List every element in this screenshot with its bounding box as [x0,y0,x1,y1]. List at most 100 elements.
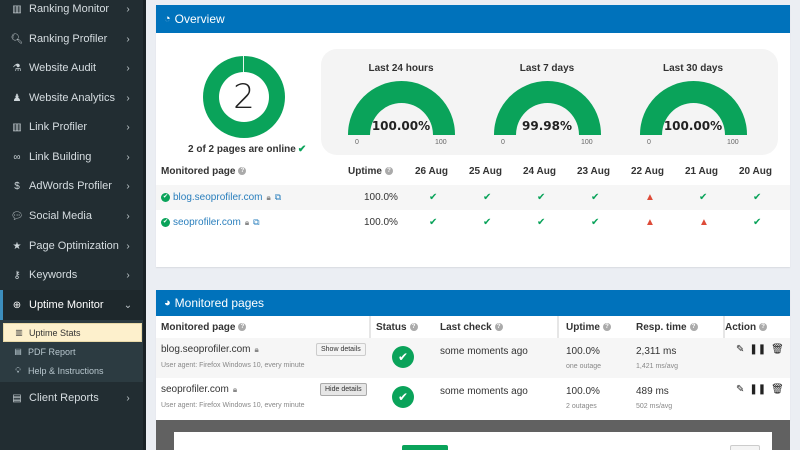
help-icon[interactable]: ? [689,323,698,331]
warning-icon: ▲ [699,210,709,235]
pause-icon[interactable]: ❚❚ [749,384,767,395]
status-badge [402,445,448,450]
edit-pencil-icon[interactable]: ✎ [736,384,745,395]
help-icon[interactable]: ? [238,167,247,175]
gauge-max-label: 100 [727,139,739,146]
header-day: 21 Aug [685,165,718,177]
details-overlay [156,420,790,450]
check-icon: ✔ [537,210,545,235]
response-time-value: 489 ms [636,386,669,397]
edit-pencil-icon[interactable]: ✎ [736,344,745,355]
sidebar-item-label: Page Optimization [29,240,119,252]
response-time-value: 2,311 ms [636,346,677,357]
submenu-item-uptime-stats[interactable]: ▥ Uptime Stats [3,323,142,342]
check-icon: ✔ [537,185,545,210]
gauge-value: 100.00% [371,119,431,133]
online-check-icon: ✔ [161,193,170,202]
details-toggle-button[interactable]: Show details [316,343,366,356]
check-icon: ✔ [297,144,307,155]
header-day: 20 Aug [739,165,772,177]
user-agent-text: User agent: Firefox Windows 10, every mi… [161,362,305,369]
user-agent-text: User agent: Firefox Windows 10, every mi… [161,402,305,409]
gauge-min-label: 0 [355,139,359,146]
chevron-right-icon: › [126,3,130,15]
header-label: Status [376,321,407,333]
submenu-item-label: Help & Instructions [28,365,104,376]
lock-icon: 🔒︎ [266,192,271,202]
header-uptime: Uptime? [348,157,393,185]
external-link-icon[interactable]: ⧉ [274,192,282,202]
check-icon: ✔ [753,185,761,210]
submenu-item-pdf-report[interactable]: ▤ PDF Report [3,342,142,361]
gauge-title: Last 24 hours [368,63,434,74]
trash-icon[interactable]: 🗑︎ [771,344,784,355]
gauge-min-label: 0 [501,139,505,146]
status-online-icon: ✔ [392,386,414,408]
check-icon: ✔ [753,210,761,235]
submenu-item-help-instructions[interactable]: 💡︎ Help & Instructions [3,361,142,380]
help-icon[interactable]: ? [759,323,768,331]
outage-count: one outage [566,363,602,370]
sidebar-item-link-profiler[interactable]: ▥ Link Profiler › [0,112,143,142]
person-icon: ♟ [12,92,22,104]
header-status: Status? [376,316,418,338]
details-toggle-button[interactable]: Hide details [320,383,367,396]
header-day: 25 Aug [469,165,502,177]
online-status-text: 2 of 2 pages are online ✔ [188,144,306,155]
header-label: Uptime [348,165,382,177]
daily-uptime-table: Monitored page? Uptime? 26 Aug 25 Aug 24 Aug… [156,157,790,235]
page-name: seoprofiler.com 🔒︎ [161,384,238,395]
help-icon[interactable]: ? [384,167,393,175]
key-icon: ⚷ [13,269,21,281]
search-icon: 🔍︎ [10,33,24,45]
help-icon[interactable]: ? [602,323,611,331]
edit-button[interactable] [730,445,760,450]
chevron-right-icon: › [126,210,130,222]
help-icon[interactable]: ? [409,323,418,331]
uptime-value: 100.0% [364,192,398,203]
external-link-icon[interactable]: ⧉ [253,217,260,227]
page-link[interactable]: blog.seoprofiler.com [173,192,263,203]
sidebar-item-website-audit[interactable]: ⚗ Website Audit › [0,53,143,83]
lightbulb-icon: 💡︎ [15,365,21,375]
last-check-value: some moments ago [440,346,528,357]
sidebar-item-uptime-monitor[interactable]: ⊕ Uptime Monitor ⌄ [0,290,143,320]
warning-icon: ▲ [645,192,655,203]
check-icon: ✔ [591,185,599,210]
header-resp: Resp. time? [636,316,698,338]
chevron-right-icon: › [126,269,130,281]
header-last-check: Last check? [440,316,503,338]
submenu-item-label: Uptime Stats [29,327,81,338]
sidebar-item-label: Keywords [29,269,78,281]
page-name: blog.seoprofiler.com 🔒︎ [161,344,259,355]
uptime-value: 100.0% [566,346,600,357]
check-icon: ✔ [699,192,708,203]
sidebar-item-link-building[interactable]: ∞ Link Building › [0,142,143,172]
sidebar-item-page-optimization[interactable]: ★ Page Optimization › [0,231,143,261]
donut-divider [243,56,244,73]
page-link[interactable]: seoprofiler.com [173,217,241,228]
overview-panel: ◔ Overview 2 2 of 2 pages are online ✔ La… [156,5,790,267]
online-check-icon: ✔ [161,218,170,227]
sidebar-item-ranking-monitor[interactable]: ▥ Ranking Monitor › [0,0,143,24]
sidebar-item-social-media[interactable]: 💬︎ Social Media › [0,201,143,231]
header-day: 22 Aug [631,165,664,177]
help-icon[interactable]: ? [494,323,503,331]
action-buttons: ✎ ❚❚ 🗑︎ [736,344,789,355]
check-icon: ✔ [753,217,762,228]
monitored-page-cell: ✔ seoprofiler.com 🔒︎ ⧉ [161,210,260,235]
header-day: 26 Aug [415,165,448,177]
sidebar-item-ranking-profiler[interactable]: 🔍︎ Ranking Profiler › [0,24,143,54]
trash-icon[interactable]: 🗑︎ [771,384,784,395]
pause-icon[interactable]: ❚❚ [749,344,767,355]
overview-header: ◔ Overview [156,5,790,33]
header-label: Monitored page [161,165,236,177]
sidebar-item-website-analytics[interactable]: ♟ Website Analytics › [0,83,143,113]
sidebar-item-client-reports[interactable]: ▤ Client Reports › [0,383,143,413]
sidebar-item-keywords[interactable]: ⚷ Keywords › [0,260,143,290]
sidebar-item-adwords-profiler[interactable]: $ AdWords Profiler › [0,171,143,201]
check-icon: ✔ [429,217,438,228]
help-icon[interactable]: ? [238,323,247,331]
warning-icon: ▲ [645,210,655,235]
check-icon: ✔ [699,185,707,210]
